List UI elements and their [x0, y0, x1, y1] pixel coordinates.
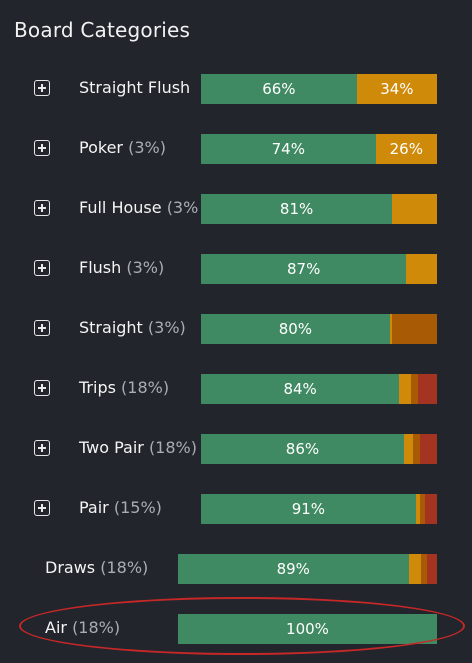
- bar-segment-red: [418, 374, 437, 404]
- category-label: Straight (3%): [79, 318, 186, 337]
- category-name: Flush: [79, 258, 122, 277]
- category-label: Two Pair (18%): [79, 438, 197, 457]
- expand-plus-icon[interactable]: [34, 500, 50, 516]
- category-frequency: (3%: [166, 198, 199, 217]
- category-row[interactable]: Full House (3% 81%: [0, 194, 472, 224]
- category-label: Full House (3%: [79, 198, 198, 217]
- bar-segment-orange: [389, 314, 393, 344]
- category-frequency: (18%): [100, 558, 149, 577]
- segment-percent-label: 81%: [279, 200, 314, 218]
- expand-plus-icon[interactable]: [34, 80, 50, 96]
- category-row[interactable]: Straight Flush 66% 34%: [0, 74, 472, 104]
- category-row[interactable]: Poker (3%) 74% 26%: [0, 134, 472, 164]
- category-frequency: (18%): [148, 438, 197, 457]
- bar-segment-brown: [420, 494, 426, 524]
- bar-segment-orange: 26%: [375, 134, 437, 164]
- bar-segment-orange: [415, 494, 421, 524]
- bar-segment-orange: [399, 374, 412, 404]
- segment-percent-label: 86%: [285, 440, 320, 458]
- category-frequency: (3%): [126, 258, 165, 277]
- bar-segment-orange: [403, 434, 414, 464]
- category-row: Draws (18%) 89%: [0, 554, 472, 584]
- category-name: Trips: [79, 378, 116, 397]
- bar-segment-green: 66%: [201, 74, 357, 104]
- bar-segment-orange: 34%: [356, 74, 437, 104]
- category-label: Flush (3%): [79, 258, 164, 277]
- bar-segment-green: 81%: [201, 194, 393, 224]
- bar-segment-green: 80%: [201, 314, 390, 344]
- bar-segment-brown: [413, 434, 421, 464]
- expand-plus-icon[interactable]: [34, 440, 50, 456]
- category-name: Straight Flush: [79, 78, 191, 97]
- category-row[interactable]: Pair (15%) 91%: [0, 494, 472, 524]
- bar-segment-red: [420, 434, 437, 464]
- category-name: Straight: [79, 318, 143, 337]
- strategy-bar: 84%: [201, 374, 437, 404]
- bar-segment-brown: [421, 554, 427, 584]
- category-label: Draws (18%): [45, 558, 148, 577]
- category-row[interactable]: Flush (3%) 87%: [0, 254, 472, 284]
- bar-segment-brown: [392, 314, 437, 344]
- expand-plus-icon[interactable]: [34, 380, 50, 396]
- strategy-bar: 89%: [178, 554, 437, 584]
- expand-plus-icon[interactable]: [34, 320, 50, 336]
- category-frequency: (3%): [128, 138, 166, 157]
- segment-percent-label: 89%: [276, 560, 310, 578]
- strategy-bar: 74% 26%: [201, 134, 437, 164]
- segment-percent-label: 34%: [380, 80, 414, 98]
- strategy-bar: 91%: [201, 494, 437, 524]
- segment-percent-label: 26%: [389, 140, 423, 158]
- strategy-bar: 81%: [201, 194, 437, 224]
- category-frequency: (3%): [147, 318, 186, 337]
- segment-percent-label: 84%: [283, 380, 317, 398]
- bar-segment-brown: [411, 374, 419, 404]
- strategy-bar: 66% 34%: [201, 74, 437, 104]
- strategy-bar: 87%: [201, 254, 437, 284]
- category-name: Draws: [45, 558, 96, 577]
- category-frequency: (15%): [113, 498, 162, 517]
- bar-segment-green: 86%: [201, 434, 404, 464]
- category-row[interactable]: Straight (3%) 80%: [0, 314, 472, 344]
- bar-segment-orange: [392, 194, 437, 224]
- category-name: Two Pair: [79, 438, 144, 457]
- segment-percent-label: 66%: [262, 80, 296, 98]
- bar-segment-orange: [406, 254, 437, 284]
- highlight-ellipse: [19, 597, 465, 655]
- category-label: Poker (3%): [79, 138, 166, 157]
- bar-segment-orange: [408, 554, 422, 584]
- expand-plus-icon[interactable]: [34, 200, 50, 216]
- category-label: Trips (18%): [79, 378, 169, 397]
- category-label: Pair (15%): [79, 498, 162, 517]
- category-row[interactable]: Trips (18%) 84%: [0, 374, 472, 404]
- category-row[interactable]: Two Pair (18%) 86%: [0, 434, 472, 464]
- strategy-bar: 86%: [201, 434, 437, 464]
- bar-segment-green: 74%: [201, 134, 376, 164]
- bar-segment-green: 89%: [178, 554, 409, 584]
- segment-percent-label: 87%: [286, 260, 321, 278]
- category-frequency: (18%): [121, 378, 170, 397]
- category-name: Full House: [79, 198, 162, 217]
- bar-segment-green: 84%: [201, 374, 400, 404]
- segment-percent-label: 91%: [291, 500, 326, 518]
- bar-segment-green: 91%: [201, 494, 416, 524]
- bar-segment-red: [425, 494, 437, 524]
- category-name: Poker: [79, 138, 123, 157]
- bar-segment-red: [426, 554, 437, 584]
- segment-percent-label: 74%: [271, 140, 305, 158]
- expand-plus-icon[interactable]: [34, 260, 50, 276]
- category-label: Straight Flush: [79, 78, 190, 97]
- panel-title: Board Categories: [14, 18, 191, 42]
- segment-percent-label: 80%: [278, 320, 313, 338]
- strategy-bar: 80%: [201, 314, 437, 344]
- expand-plus-icon[interactable]: [34, 140, 50, 156]
- bar-segment-green: 87%: [201, 254, 407, 284]
- category-name: Pair: [79, 498, 109, 517]
